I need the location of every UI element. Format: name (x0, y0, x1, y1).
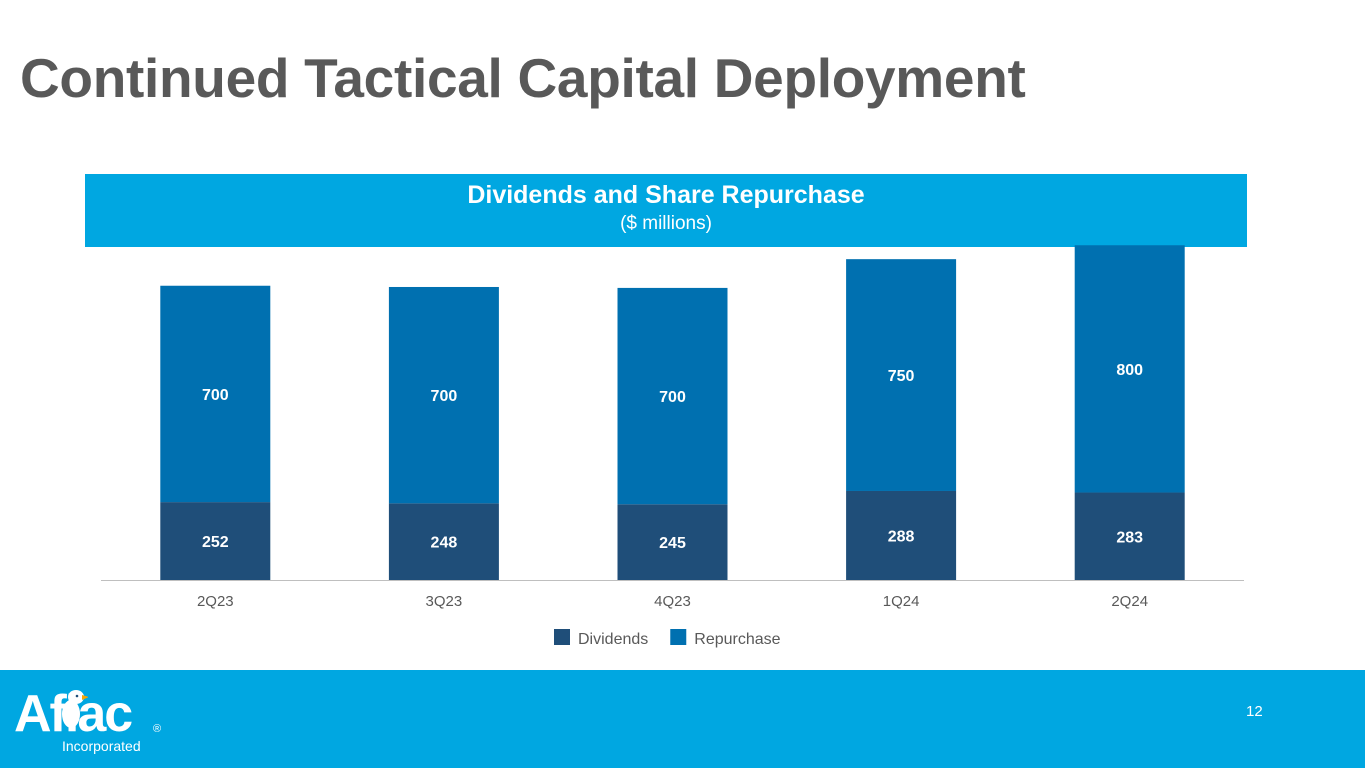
data-label-repurchase-1q24: 750 (888, 368, 915, 385)
duck-icon (62, 690, 88, 728)
data-label-dividends-3q23: 248 (431, 535, 458, 552)
chart-header: Dividends and Share Repurchase ($ millio… (85, 174, 1247, 247)
legend-swatch-dividends (554, 629, 570, 645)
chart-title: Dividends and Share Repurchase (467, 181, 865, 209)
bar-dividends-2q24 (1074, 492, 1185, 580)
data-label-dividends-2q24: 283 (1116, 529, 1143, 546)
bar-dividends-1q24 (846, 490, 957, 580)
aflac-logo: Aflac ® Incorporated (14, 688, 174, 758)
data-label-repurchase-4q23: 700 (659, 389, 686, 406)
data-label-repurchase-2q24: 800 (1116, 362, 1143, 379)
logo-subtext: Incorporated (62, 738, 141, 754)
bar-repurchase-3q23 (388, 286, 499, 504)
x-tick-label-1q24: 1Q24 (883, 593, 920, 610)
registered-mark: ® (153, 723, 162, 735)
data-label-repurchase-3q23: 700 (431, 388, 458, 405)
data-label-dividends-4q23: 245 (659, 535, 686, 552)
bar-repurchase-1q24 (846, 259, 957, 491)
bar-repurchase-2q24 (1074, 245, 1185, 493)
slide-title: Continued Tactical Capital Deployment (20, 47, 1026, 109)
legend-swatch-repurchase (670, 629, 687, 645)
page-number: 12 (1246, 703, 1263, 720)
x-tick-label-2q23: 2Q23 (197, 593, 234, 610)
legend-label-dividends: Dividends (578, 631, 648, 648)
data-label-dividends-1q24: 288 (888, 528, 915, 545)
bar-dividends-3q23 (388, 503, 499, 580)
x-tick-label-2q24: 2Q24 (1111, 593, 1148, 610)
bar-repurchase-4q23 (617, 287, 728, 505)
data-label-repurchase-2q23: 700 (202, 387, 229, 404)
stacked-bar-chart: 252 700 2Q23 248 700 3Q23 245 700 4Q23 288 750 1Q24… (101, 245, 1244, 648)
x-tick-label-3q23: 3Q23 (426, 593, 463, 610)
data-label-dividends-2q23: 252 (202, 534, 229, 551)
x-tick-label-4q23: 4Q23 (654, 593, 691, 610)
bar-dividends-4q23 (617, 504, 728, 580)
bar-repurchase-2q23 (160, 285, 271, 503)
bar-dividends-2q23 (160, 502, 271, 580)
footer-bar: Aflac ® Incorporated 12 (0, 670, 1365, 768)
chart-subtitle: ($ millions) (620, 213, 712, 234)
legend-label-repurchase: Repurchase (694, 631, 780, 648)
